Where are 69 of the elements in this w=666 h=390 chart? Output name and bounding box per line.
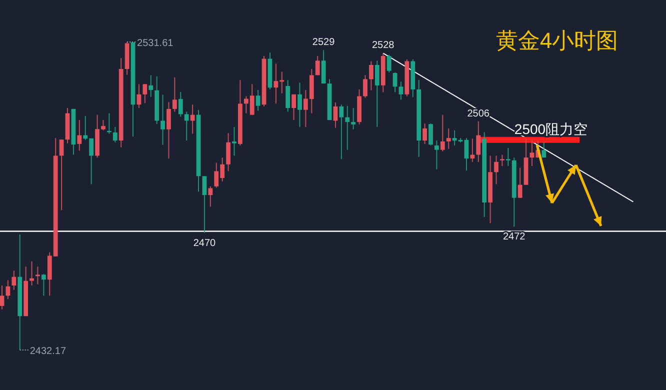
- annotation: 2472: [503, 232, 526, 243]
- candlestick: [392, 72, 398, 93]
- candlestick: [518, 167, 522, 198]
- candlestick: [142, 84, 148, 104]
- annotation: 2470: [193, 238, 216, 249]
- candlestick: [30, 260, 34, 286]
- candlestick: [452, 130, 457, 146]
- candlestick: [178, 91, 183, 118]
- candlestick: [280, 71, 284, 94]
- candlestick: [339, 104, 344, 160]
- candlestick: [292, 94, 296, 121]
- candlestick: [500, 154, 504, 166]
- annotation: 2531.61: [137, 38, 174, 49]
- annotation: 2528: [372, 40, 394, 52]
- candlestick: [345, 105, 350, 150]
- candlestick: [0, 284, 4, 310]
- candlestick: [202, 176, 207, 234]
- candlestick: [89, 138, 94, 185]
- candlestick: [303, 90, 308, 128]
- candlestick: [12, 270, 16, 290]
- candlestick: [232, 126, 236, 156]
- candlestick: [440, 114, 445, 152]
- candlestick: [374, 60, 380, 128]
- candlestick: [166, 102, 171, 159]
- candlestick: [220, 157, 225, 182]
- candlestick: [184, 111, 189, 142]
- candlestick: [506, 147, 510, 166]
- candlestick: [244, 96, 248, 114]
- candlestick: [434, 140, 439, 170]
- candlestick: [59, 139, 64, 211]
- candlestick: [226, 132, 230, 172]
- candlestick: [256, 90, 260, 112]
- candlestick: [77, 120, 82, 152]
- candlestick: [464, 138, 469, 172]
- candlestick: [101, 120, 106, 131]
- candlestick: [470, 138, 475, 162]
- candlestick: [36, 266, 40, 285]
- candlestick: [172, 76, 177, 112]
- candlestick: [476, 120, 481, 162]
- candlestick: [112, 126, 118, 143]
- candlestick: [446, 128, 451, 150]
- candlestick: [386, 54, 392, 73]
- candlestick: [190, 104, 195, 134]
- annotation: 2529: [312, 37, 335, 48]
- candlestick: [250, 84, 254, 116]
- candlestick: [351, 108, 356, 130]
- candlestick: [422, 122, 427, 144]
- candlestick: [398, 81, 404, 100]
- candlestick: [160, 94, 165, 146]
- annotation: 2432.17: [30, 346, 66, 357]
- candlestick: [494, 155, 498, 185]
- candlestick: [208, 186, 213, 208]
- candlestick: [83, 116, 88, 140]
- candlestick: [309, 68, 314, 114]
- candlestick: [286, 80, 290, 112]
- candlestick: [148, 74, 154, 98]
- candlestick: [542, 142, 546, 158]
- candlestick: [214, 162, 219, 188]
- candlestick: [298, 82, 302, 128]
- candlestick: [41, 274, 46, 296]
- candlestick: [369, 60, 374, 91]
- annotation: 2500阻力空: [514, 120, 588, 137]
- candlestick: [363, 74, 368, 98]
- candlestick: [321, 50, 326, 84]
- candlestick: [530, 140, 534, 166]
- title: 黄金4小时图: [496, 28, 618, 53]
- candlestick: [315, 55, 320, 76]
- candlestick: [274, 63, 278, 104]
- candlestick: [47, 252, 52, 296]
